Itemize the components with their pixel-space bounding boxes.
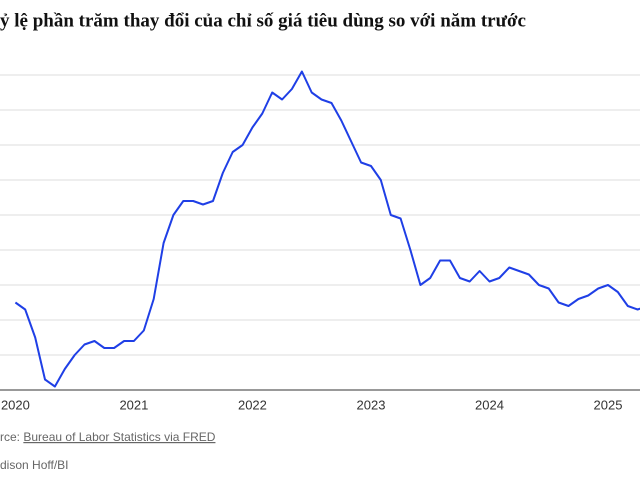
x-tick-label: 2024 (475, 397, 504, 412)
x-tick-label: 2021 (119, 397, 148, 412)
source-prefix: rce: (0, 430, 20, 444)
x-tick-label: 2023 (357, 397, 386, 412)
credit: dison Hoff/BI (0, 458, 68, 472)
x-tick-label: 2022 (238, 397, 267, 412)
x-tick-label: 2025 (594, 397, 623, 412)
x-tick-label: 2020 (1, 397, 30, 412)
data-line (14, 70, 640, 388)
chart-title: ỷ lệ phần trăm thay đổi của chỉ số giá t… (0, 10, 526, 31)
source: rce: Bureau of Labor Statistics via FRED (0, 430, 216, 444)
source-link[interactable]: Bureau of Labor Statistics via FRED (23, 430, 215, 444)
